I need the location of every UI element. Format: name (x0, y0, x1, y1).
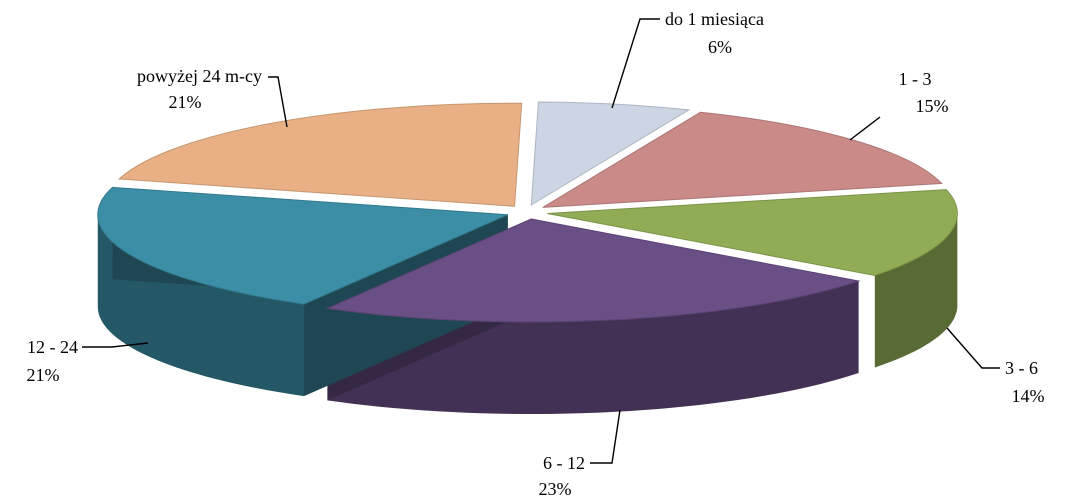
slice-1-3 (542, 111, 943, 208)
slice-side-3-6 (874, 213, 958, 368)
slice-side-6-12 (327, 280, 859, 414)
pie-slices (97, 101, 958, 414)
slice-label-do-1-miesiaca: do 1 miesiąca (665, 9, 764, 29)
slice-pct-powyzej-24: 21% (169, 92, 202, 112)
leader-line-do-1-miesiaca (611, 18, 660, 109)
slice-label-3-6: 3 - 6 (1005, 358, 1038, 378)
slice-pct-6-12: 23% (539, 479, 572, 498)
slice-12-24 (97, 186, 508, 305)
slice-side-12-24 (97, 214, 305, 397)
slice-pct-3-6: 14% (1012, 386, 1045, 406)
slice-3-6 (547, 189, 958, 276)
leader-line-powyzej-24 (268, 76, 288, 128)
slice-pct-do-1-miesiaca: 6% (708, 37, 732, 57)
slice-label-powyzej-24: powyżej 24 m-cy (137, 66, 262, 86)
slice-powyzej-24-m-cy (118, 102, 523, 207)
slice-do-1-miesiaca (530, 101, 691, 206)
leader-line-1-3 (849, 116, 881, 141)
slice-6-12 (325, 218, 861, 323)
slice-labels: do 1 miesiąca 6% 1 - 3 15% 3 - 6 14% 6 -… (27, 9, 1045, 498)
slice-pct-1-3: 15% (916, 96, 949, 116)
slice-label-6-12: 6 - 12 (543, 453, 585, 473)
leader-line-3-6 (946, 327, 1000, 369)
slice-label-12-24: 12 - 24 (27, 337, 78, 357)
leader-line-12-24 (82, 342, 149, 348)
slice-pct-12-24: 21% (27, 365, 60, 385)
leader-line-6-12 (590, 409, 621, 464)
slice-label-1-3: 1 - 3 (899, 69, 932, 89)
